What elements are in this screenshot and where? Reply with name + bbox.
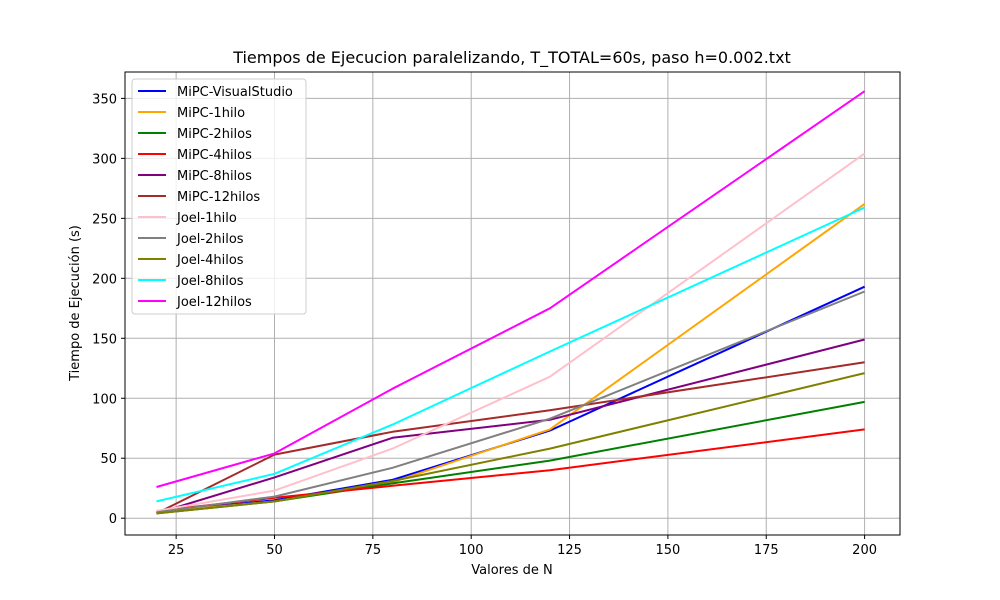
grid bbox=[125, 72, 900, 535]
y-tick-label: 150 bbox=[92, 332, 117, 347]
series-line-joel-4hilos bbox=[156, 372, 865, 515]
y-tick-label: 200 bbox=[92, 272, 117, 287]
legend-box bbox=[131, 78, 307, 315]
legend-label-mipc-visualstudio: MiPC-VisualStudio bbox=[177, 85, 293, 100]
y-axis-ticks: 0 50 100 150 200 250 300 350 bbox=[92, 92, 125, 527]
series-line-joel-12hilos bbox=[156, 90, 866, 488]
series-line-mipc-8hilos bbox=[156, 338, 865, 515]
x-tick-label: 100 bbox=[459, 543, 484, 558]
y-tick-label: 100 bbox=[92, 392, 117, 407]
series-line-joel-2hilos bbox=[156, 290, 865, 514]
legend-label-mipc-2hilos: MiPC-2hilos bbox=[177, 127, 252, 142]
series-line-joel-8hilos bbox=[156, 206, 866, 503]
plot-frame bbox=[124, 71, 901, 536]
legend-label-joel-4hilos: Joel-4hilos bbox=[176, 253, 244, 268]
legend-label-mipc-12hilos: MiPC-12hilos bbox=[177, 190, 260, 205]
x-axis-label: Valores de N bbox=[471, 563, 553, 578]
series-line-mipc-12hilos bbox=[156, 361, 865, 515]
legend-label-joel-12hilos: Joel-12hilos bbox=[176, 295, 252, 310]
y-tick-label: 250 bbox=[92, 212, 117, 227]
y-tick-label: 0 bbox=[109, 512, 117, 527]
x-tick-label: 25 bbox=[168, 543, 185, 558]
legend-label-joel-2hilos: Joel-2hilos bbox=[176, 232, 244, 247]
y-axis-label: Tiempo de Ejecución (s) bbox=[68, 225, 83, 382]
legend-label-mipc-8hilos: MiPC-8hilos bbox=[177, 169, 252, 184]
legend-label-mipc-4hilos: MiPC-4hilos bbox=[177, 148, 252, 163]
x-tick-label: 125 bbox=[557, 543, 582, 558]
series-line-joel-1hilo bbox=[156, 152, 866, 512]
legend: MiPC-VisualStudio MiPC-1hilo MiPC-2hilos Mi… bbox=[131, 78, 307, 315]
series-lines bbox=[156, 90, 866, 515]
y-tick-label: 300 bbox=[92, 152, 117, 167]
x-tick-label: 75 bbox=[365, 543, 382, 558]
y-tick-label: 350 bbox=[92, 92, 117, 107]
y-tick-label: 50 bbox=[100, 452, 117, 467]
legend-label-joel-8hilos: Joel-8hilos bbox=[176, 274, 244, 289]
legend-label-mipc-1hilo: MiPC-1hilo bbox=[177, 106, 245, 121]
x-tick-label: 50 bbox=[266, 543, 283, 558]
chart-title: Tiempos de Ejecucion paralelizando, T_TO… bbox=[232, 48, 791, 68]
legend-label-joel-1hilo: Joel-1hilo bbox=[176, 211, 237, 226]
x-tick-label: 200 bbox=[852, 543, 877, 558]
x-tick-label: 175 bbox=[754, 543, 779, 558]
x-axis-ticks: 25 50 75 100 125 150 175 200 bbox=[168, 535, 877, 558]
x-tick-label: 150 bbox=[655, 543, 680, 558]
